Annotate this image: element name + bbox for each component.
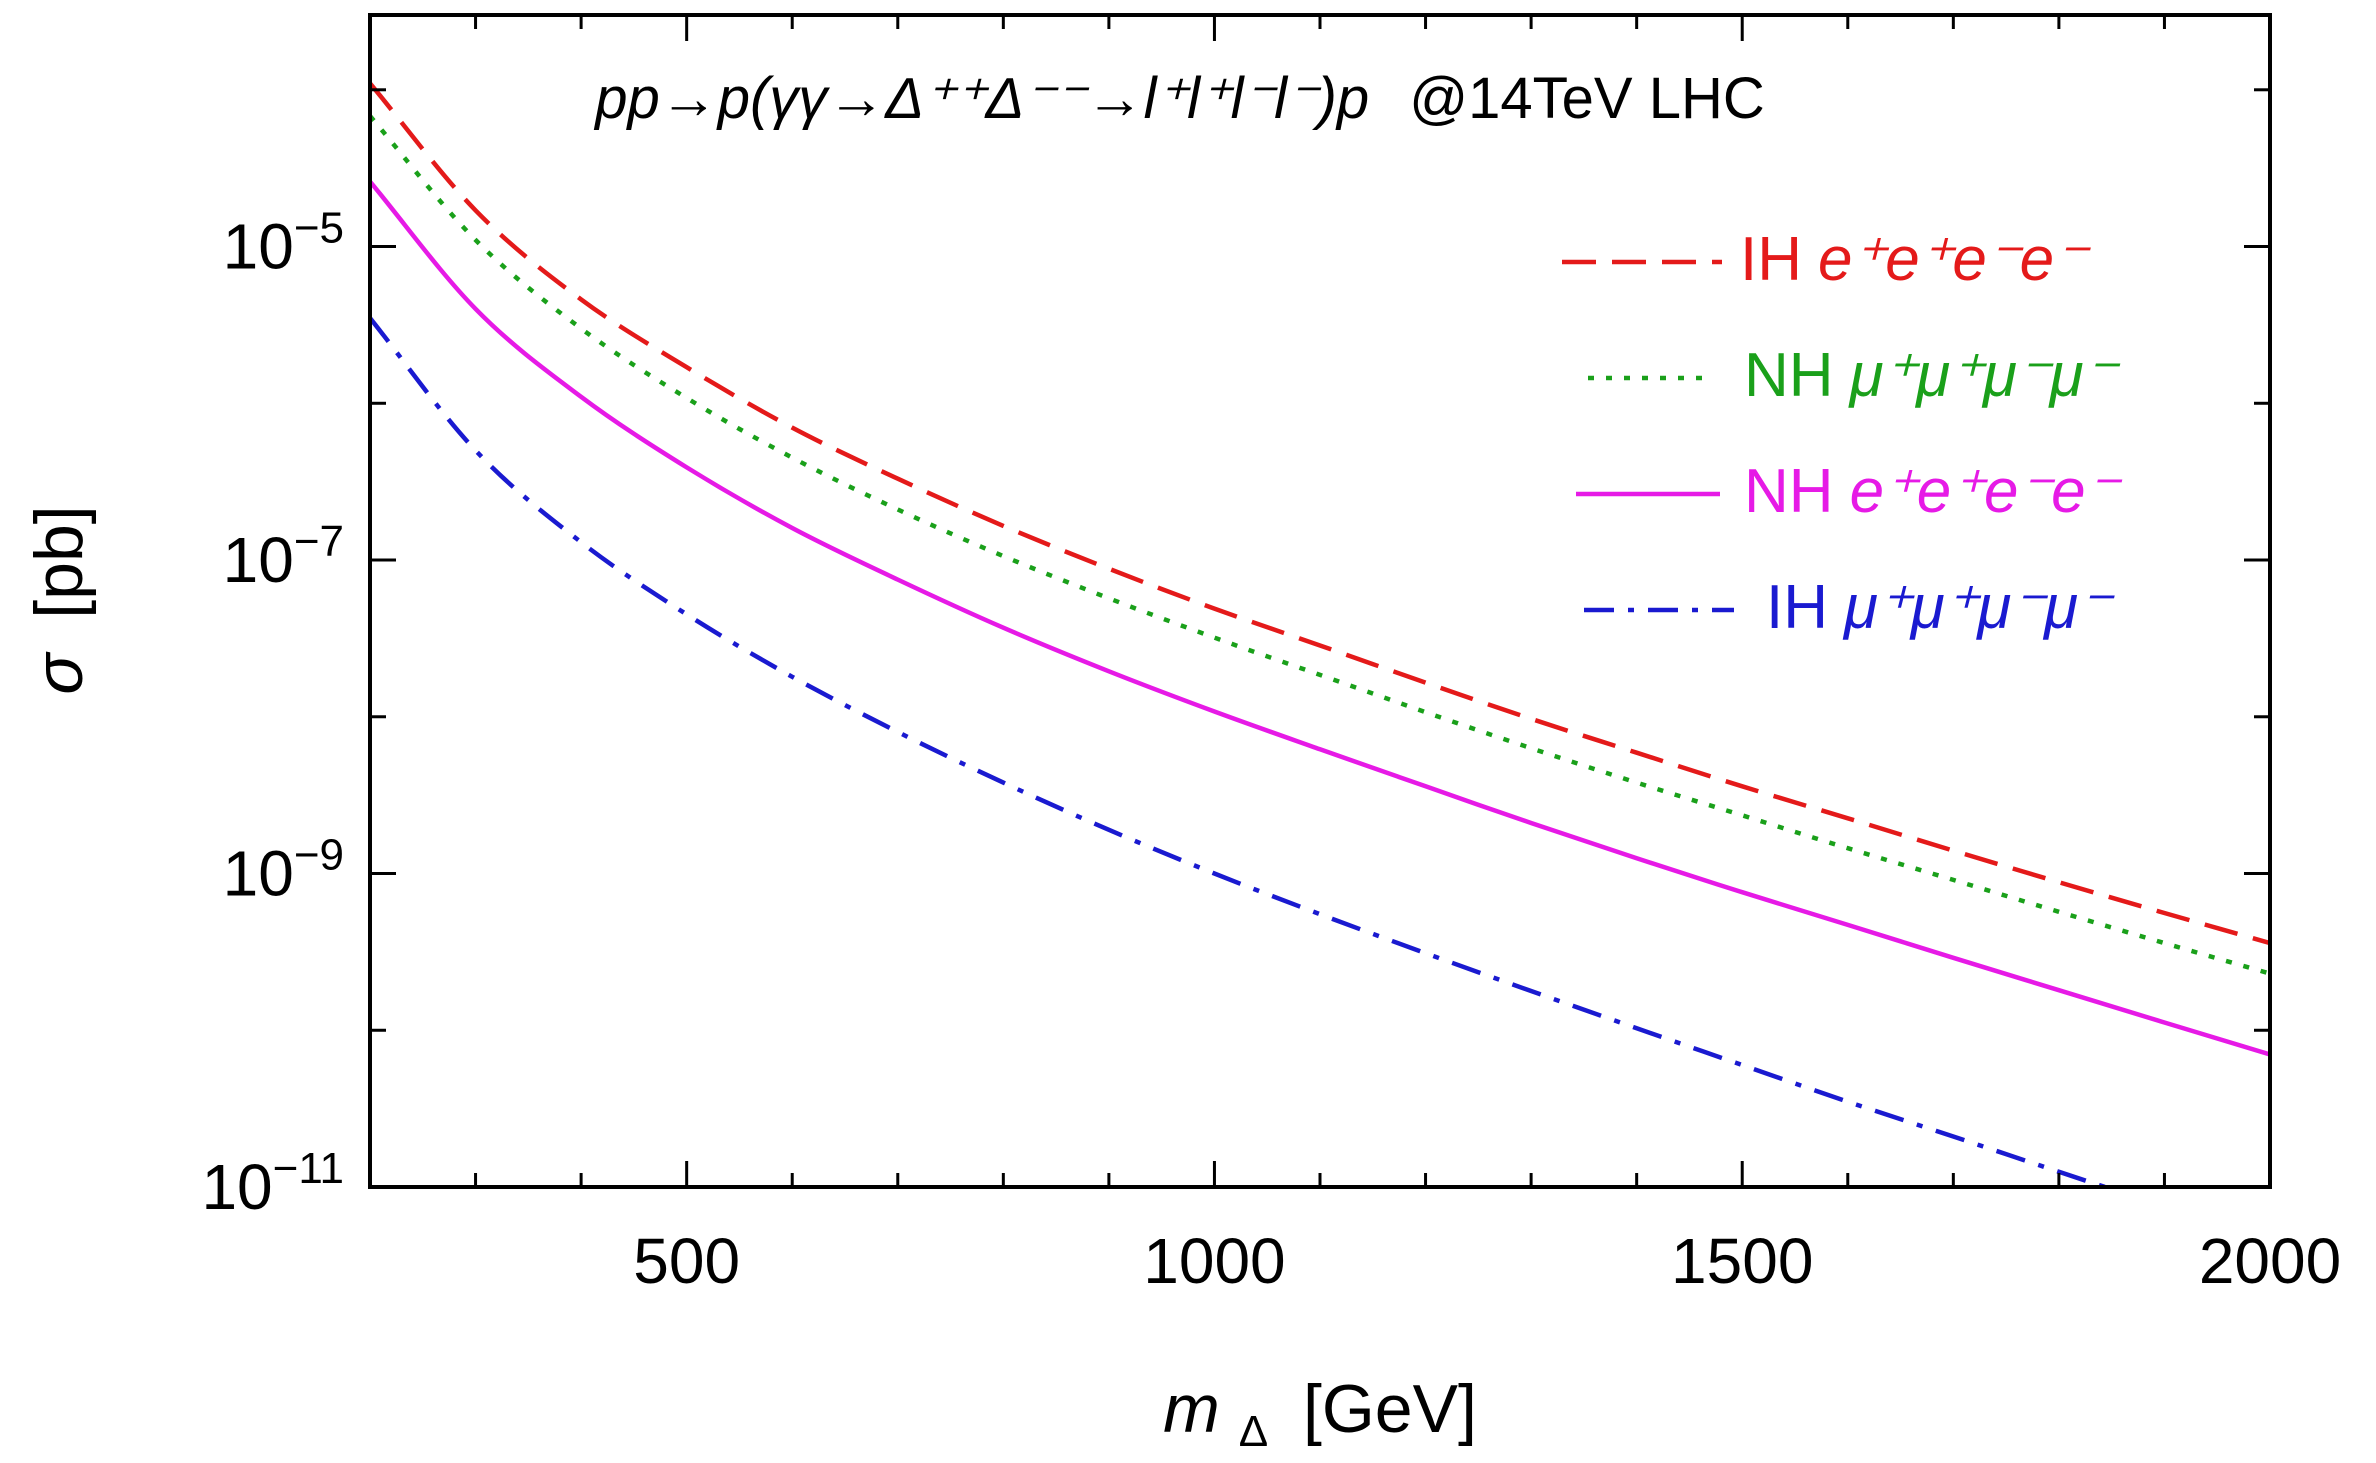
x-axis-unit: [GeV] xyxy=(1303,1371,1477,1447)
legend-channel: e⁺e⁺e⁻e⁻ xyxy=(1850,457,2123,526)
legend-hierarchy: IH xyxy=(1766,573,1828,642)
x-tick-label: 1500 xyxy=(1671,1225,1813,1297)
legend-channel: e⁺e⁺e⁻e⁻ xyxy=(1818,225,2091,294)
y-tick-label: 10−9 xyxy=(223,831,344,910)
legend-label-3: IH μ⁺μ⁺μ⁻μ⁻ xyxy=(1766,573,2115,642)
title-energy: @14TeV LHC xyxy=(1409,66,1764,131)
x-axis-symbol: m xyxy=(1163,1371,1220,1447)
series-layer xyxy=(370,81,2270,1187)
x-axis-subscript: Δ xyxy=(1239,1407,1268,1456)
legend-channel: μ⁺μ⁺μ⁻μ⁻ xyxy=(1848,341,2121,410)
series-line-3 xyxy=(370,316,2113,1187)
legend-hierarchy: NH xyxy=(1744,341,1834,410)
legend: IH e⁺e⁺e⁻e⁻NH μ⁺μ⁺μ⁻μ⁻NH e⁺e⁺e⁻e⁻IH μ⁺μ⁺μ⁻μ⁻ xyxy=(1562,225,2123,642)
y-tick-exponent: −5 xyxy=(294,204,344,253)
legend-hierarchy: NH xyxy=(1744,457,1834,526)
y-tick-exponent: −9 xyxy=(294,831,344,880)
y-tick-base: 10 xyxy=(223,211,294,283)
legend-label-2: NH e⁺e⁺e⁻e⁻ xyxy=(1744,457,2123,526)
legend-hierarchy: IH xyxy=(1740,225,1802,294)
series-line-2 xyxy=(370,180,2270,1057)
title-process: pp→p(γγ→Δ⁺⁺Δ⁻⁻→l⁺l⁺l⁻l⁻)p xyxy=(593,66,1369,131)
y-tick-base: 10 xyxy=(201,1151,272,1223)
x-axis-label: m Δ [GeV] xyxy=(1163,1371,1477,1461)
legend-label-1: NH μ⁺μ⁺μ⁻μ⁻ xyxy=(1744,341,2121,410)
y-axis-label: σ [pb] xyxy=(21,505,97,694)
y-tick-base: 10 xyxy=(223,524,294,596)
y-tick-exponent: −7 xyxy=(294,517,344,566)
y-tick-base: 10 xyxy=(223,838,294,910)
x-tick-label: 1000 xyxy=(1143,1225,1285,1297)
y-tick-label: 10−7 xyxy=(223,517,344,596)
series-line-1 xyxy=(370,114,2270,976)
plot-frame xyxy=(368,13,2272,1189)
legend-label-0: IH e⁺e⁺e⁻e⁻ xyxy=(1740,225,2091,294)
x-tick-label: 2000 xyxy=(2199,1225,2341,1297)
y-axis-unit: [pb] xyxy=(21,505,97,618)
y-tick-exponent: −11 xyxy=(273,1144,344,1193)
x-tick-label: 500 xyxy=(633,1225,740,1297)
series-line-0 xyxy=(370,81,2270,946)
legend-channel: μ⁺μ⁺μ⁻μ⁻ xyxy=(1842,573,2115,642)
chart-title: pp→p(γγ→Δ⁺⁺Δ⁻⁻→l⁺l⁺l⁻l⁻)p @14TeV LHC xyxy=(593,66,1765,131)
y-tick-label: 10−11 xyxy=(201,1144,344,1223)
y-axis-symbol: σ xyxy=(21,651,97,695)
y-tick-label: 10−5 xyxy=(223,204,344,283)
